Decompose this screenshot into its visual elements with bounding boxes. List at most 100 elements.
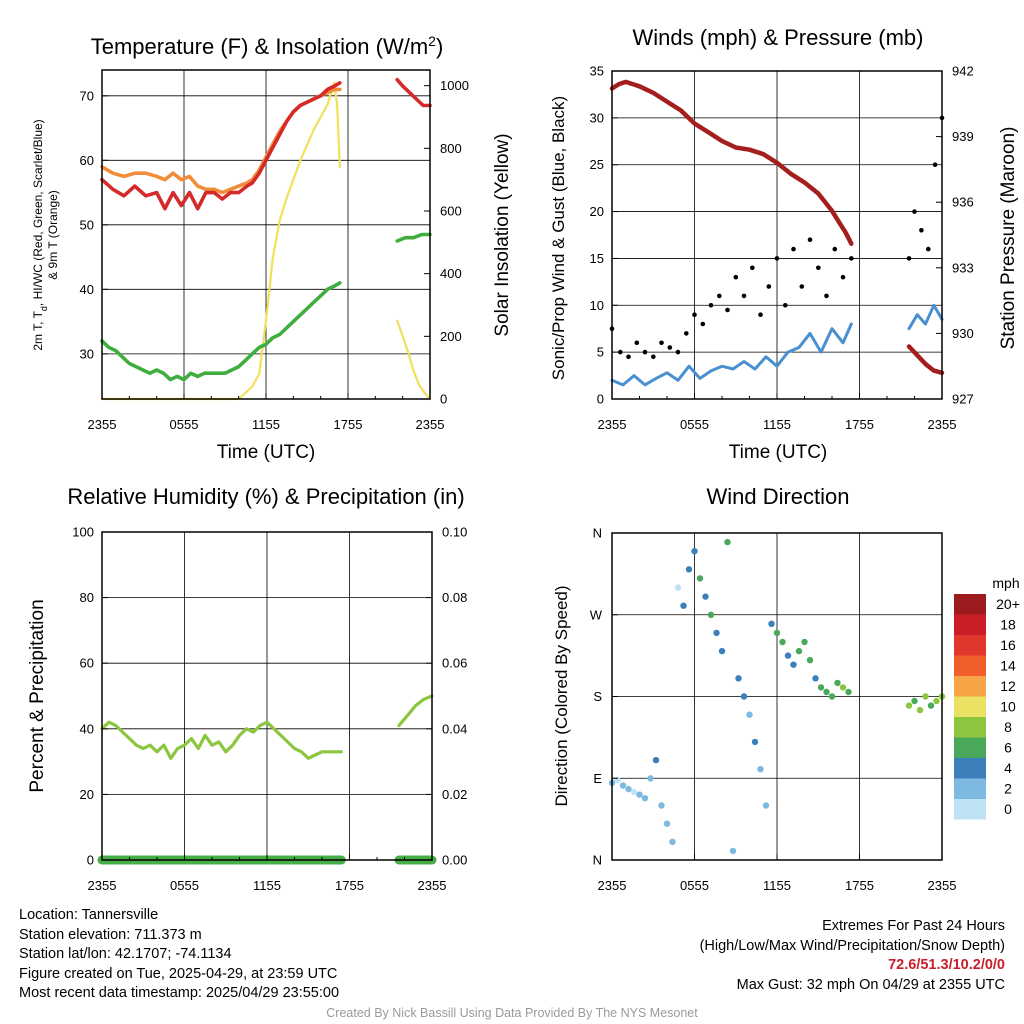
direction-point xyxy=(685,566,693,573)
gust-point xyxy=(725,307,730,313)
humidity-series-line xyxy=(100,720,343,760)
y-right-tick-label: 800 xyxy=(440,141,462,156)
gust-point xyxy=(791,246,796,252)
gust-point xyxy=(708,303,714,308)
direction-point xyxy=(718,647,726,655)
x-tick-label: 2355 xyxy=(88,417,117,432)
direction-point xyxy=(746,711,753,718)
gust-point xyxy=(626,354,631,360)
elevation: Station elevation: 711.373 m xyxy=(19,926,202,943)
y-left-tick-label: 20 xyxy=(80,787,94,802)
winds-series-line xyxy=(610,322,853,387)
gust-point xyxy=(766,284,772,289)
direction-point xyxy=(922,693,929,700)
gust-point xyxy=(717,293,722,299)
direction-point xyxy=(619,782,627,789)
legend-label: 4 xyxy=(1004,760,1012,776)
y-right-tick-label: 942 xyxy=(952,64,974,79)
max-gust: Max Gust: 32 mph On 04/29 at 2355 UTC xyxy=(736,976,1005,993)
humidity-title: Relative Humidity (%) & Precipitation (i… xyxy=(67,484,464,509)
direction-point xyxy=(674,584,682,591)
direction-point xyxy=(828,693,836,700)
gust-point xyxy=(774,256,780,261)
direction-panel: Wind Direction 2355 0555 1155 1755 2355 N E S W N… xyxy=(552,484,1020,893)
temperature-title: Temperature (F) & Insolation (W/m2) xyxy=(91,33,444,59)
y-left-tick-label: 0 xyxy=(87,853,94,868)
x-tick-label: 2355 xyxy=(88,878,117,893)
winds-right-axis-label: Station Pressure (Maroon) xyxy=(998,127,1019,350)
y-right-tick-label: 927 xyxy=(952,392,974,407)
y-right-tick-label: 600 xyxy=(440,204,462,219)
direction-point xyxy=(691,548,698,555)
winds-series-line xyxy=(609,79,854,246)
gust-point xyxy=(758,312,763,318)
y-left-tick-label: S xyxy=(593,689,602,704)
y-left-tick-label: 30 xyxy=(590,110,604,125)
y-right-tick-label: 0.04 xyxy=(442,721,467,736)
y-left-tick-label: 40 xyxy=(80,721,94,736)
humidity-ticks: 2355 0555 1155 1755 2355 0 20 40 60 80 100 0.00 0.02… xyxy=(72,525,467,894)
gust-point xyxy=(824,293,829,299)
y-right-tick-label: 933 xyxy=(952,260,974,275)
direction-point xyxy=(630,788,638,796)
direction-point xyxy=(757,766,764,773)
x-tick-label: 2355 xyxy=(598,878,627,893)
y-right-tick-label: 0.06 xyxy=(442,656,467,671)
temperature-title-superscript: 2 xyxy=(428,33,436,49)
direction-point xyxy=(823,688,830,696)
y-left-tick-label: 25 xyxy=(590,157,604,172)
winds-ticks: 2355 0555 1155 1755 2355 0 5 10 15 20 25 30 35 927 930… xyxy=(590,64,974,433)
y-left-tick-label: 40 xyxy=(80,282,94,297)
x-tick-label: 1155 xyxy=(252,417,280,432)
gust-point xyxy=(741,293,747,299)
legend-swatch xyxy=(954,676,986,697)
legend-label: 20+ xyxy=(996,596,1020,612)
x-tick-label: 2355 xyxy=(418,878,447,893)
x-tick-label: 0555 xyxy=(170,417,199,432)
legend-label: 12 xyxy=(1000,678,1016,694)
x-tick-label: 1755 xyxy=(334,417,363,432)
legend-label: 0 xyxy=(1004,801,1012,817)
y-left-tick-label: 50 xyxy=(80,217,94,232)
y-left-tick-label: 15 xyxy=(590,251,604,266)
direction-point xyxy=(729,847,737,855)
extremes-title: Extremes For Past 24 Hours xyxy=(822,918,1005,934)
y-right-tick-label: 0.02 xyxy=(442,787,467,802)
direction-point xyxy=(817,684,825,691)
y-left-tick-label: N xyxy=(593,853,602,868)
y-left-tick-label: E xyxy=(593,771,602,786)
x-tick-label: 0555 xyxy=(170,878,199,893)
direction-point xyxy=(806,657,814,664)
location: Location: Tannersville xyxy=(19,907,159,923)
x-tick-label: 1755 xyxy=(335,878,364,893)
y-left-tick-label: 60 xyxy=(80,153,94,168)
temperature-right-axis-label: Solar Insolation (Yellow) xyxy=(492,133,513,336)
legend-swatch xyxy=(954,799,986,820)
gust-point xyxy=(816,265,821,271)
direction-point xyxy=(795,647,803,655)
recent-timestamp: Most recent data timestamp: 2025/04/29 2… xyxy=(19,985,340,1001)
figure-created: Figure created on Tue, 2025-04-29, at 23… xyxy=(19,965,338,982)
gust-point xyxy=(700,321,706,327)
humidity-grid xyxy=(102,532,432,860)
direction-point xyxy=(933,697,940,705)
direction-point xyxy=(762,802,770,809)
direction-point xyxy=(801,638,808,646)
x-tick-label: 1755 xyxy=(845,417,874,432)
y-left-tick-label: 10 xyxy=(590,298,604,313)
direction-point xyxy=(845,688,852,696)
temperature-series-line xyxy=(396,319,432,401)
extremes-subtitle: (High/Low/Max Wind/Precipitation/Snow De… xyxy=(699,937,1005,954)
humidity-series-line xyxy=(397,694,434,728)
winds-series-line xyxy=(907,303,944,331)
y-left-tick-label: 0 xyxy=(597,392,604,407)
legend-label: 18 xyxy=(1000,617,1016,633)
x-tick-label: 2355 xyxy=(598,417,627,432)
gust-point xyxy=(783,303,788,308)
gust-point xyxy=(642,349,648,355)
winds-panel: Winds (mph) & Pressure (mb) 2355 0555 1155… xyxy=(549,25,1019,463)
y-right-tick-label: 939 xyxy=(952,129,974,144)
gust-point xyxy=(684,331,689,336)
y-left-tick-label: N xyxy=(593,526,602,541)
direction-left-axis-label: Direction (Colored By Speed) xyxy=(552,585,571,806)
